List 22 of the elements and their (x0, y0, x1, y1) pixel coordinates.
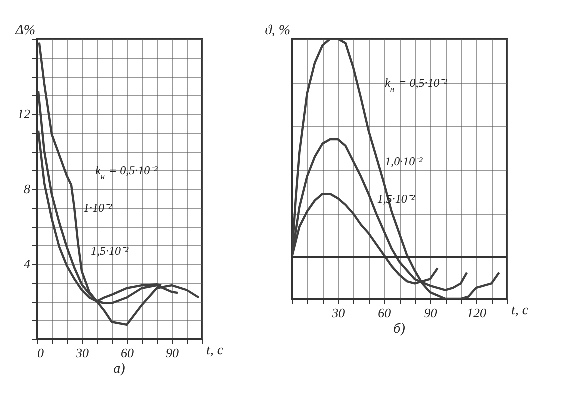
x-tick-label: 30 (331, 306, 346, 320)
annotation: 1,5·10⁻² (91, 244, 129, 258)
x-axis-title: t, c (512, 304, 530, 318)
x-tick-label: 120 (467, 306, 488, 320)
y-tick-label: 12 (18, 106, 31, 122)
y-tick-label: 8 (24, 182, 31, 196)
annotation: 1·10⁻² (84, 200, 112, 215)
annotation: k$_{н}$ = 0,5·10⁻² (96, 163, 158, 181)
x-tick-label: 60 (378, 306, 392, 320)
annotation: 1,0·10⁻² (385, 154, 424, 169)
x-axis-title: t, c (206, 344, 224, 358)
x-tick-label: 90 (166, 346, 180, 360)
y-axis-title: ϑ, % (264, 24, 290, 38)
text: б) (394, 322, 406, 337)
x-tick-label: 90 (424, 306, 438, 320)
x-tick-label: 0 (38, 346, 44, 360)
text: а) (114, 362, 126, 377)
y-tick-label: 4 (24, 256, 31, 272)
annotation: k$_{н}$ = 0,5·10⁻² (385, 76, 448, 94)
x-tick-label: 30 (75, 346, 90, 360)
x-tick-label: 60 (121, 346, 134, 360)
y-axis-title: Δ% (14, 24, 36, 38)
